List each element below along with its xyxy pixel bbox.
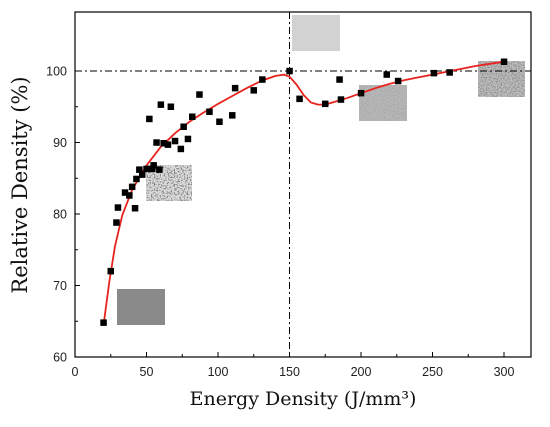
data-point <box>128 183 136 191</box>
y-tick-label: 90 <box>53 136 67 150</box>
data-point <box>160 140 167 147</box>
x-axis: 0 50 100 150 200 250 300 <box>72 352 515 379</box>
fit-curve-group <box>102 60 505 325</box>
data-point <box>250 87 257 94</box>
data-point <box>113 219 120 226</box>
data-point <box>150 162 157 169</box>
data-point <box>164 141 172 148</box>
data-point <box>184 135 192 143</box>
x-axis-title: Energy Density (J/mm³) <box>190 388 417 410</box>
micrograph-insets <box>117 15 525 325</box>
data-point <box>189 113 196 120</box>
y-tick-label: 100 <box>46 65 67 79</box>
data-point <box>229 112 236 119</box>
micrograph-inset-speckled <box>478 61 525 97</box>
x-tick-label: 100 <box>208 365 229 379</box>
data-point <box>286 67 293 75</box>
data-point <box>153 139 160 146</box>
x-tick-label: 150 <box>279 365 300 379</box>
data-point <box>394 77 402 85</box>
data-point <box>143 165 150 173</box>
data-point <box>430 69 438 77</box>
data-point <box>126 192 133 199</box>
data-point <box>446 69 453 76</box>
x-tick-label: 250 <box>422 365 443 379</box>
data-point <box>146 115 153 123</box>
data-point <box>216 118 223 125</box>
y-tick-label: 70 <box>53 279 67 293</box>
y-axis: 60 70 80 90 100 <box>46 65 80 365</box>
data-point <box>231 84 239 92</box>
plot-frame <box>74 11 532 358</box>
data-point <box>500 58 508 65</box>
data-point <box>259 76 266 83</box>
x-tick-label: 50 <box>140 365 154 379</box>
fit-curve <box>102 60 505 325</box>
micrograph-inset-dense <box>292 15 340 51</box>
data-point <box>157 101 165 108</box>
data-point <box>131 205 139 212</box>
data-point <box>337 96 345 103</box>
data-point <box>114 204 122 211</box>
data-point <box>357 89 365 97</box>
data-point <box>383 71 390 78</box>
data-point <box>296 95 303 103</box>
data-point <box>322 100 329 108</box>
data-points <box>100 58 508 326</box>
x-tick-label: 300 <box>494 365 515 379</box>
data-point <box>133 175 140 183</box>
data-point <box>136 166 143 173</box>
data-point <box>100 319 107 326</box>
x-tick-label: 200 <box>351 365 372 379</box>
data-point <box>196 91 203 98</box>
micrograph-inset-porous <box>117 289 165 325</box>
x-tick-label: 0 <box>72 365 79 379</box>
data-point <box>156 166 163 173</box>
data-point <box>107 267 114 275</box>
data-point <box>171 137 179 145</box>
data-point <box>206 108 213 115</box>
data-point <box>121 189 129 196</box>
data-point <box>177 145 185 153</box>
data-point <box>139 171 146 178</box>
y-tick-label: 80 <box>53 208 67 222</box>
data-point <box>180 123 187 130</box>
micrograph-inset-fine-pores <box>359 85 407 121</box>
y-axis-title: Relative Density (%) <box>8 76 32 293</box>
data-point <box>167 103 175 110</box>
y-tick-label: 60 <box>53 351 67 365</box>
data-point <box>336 76 343 83</box>
data-point <box>149 165 156 173</box>
